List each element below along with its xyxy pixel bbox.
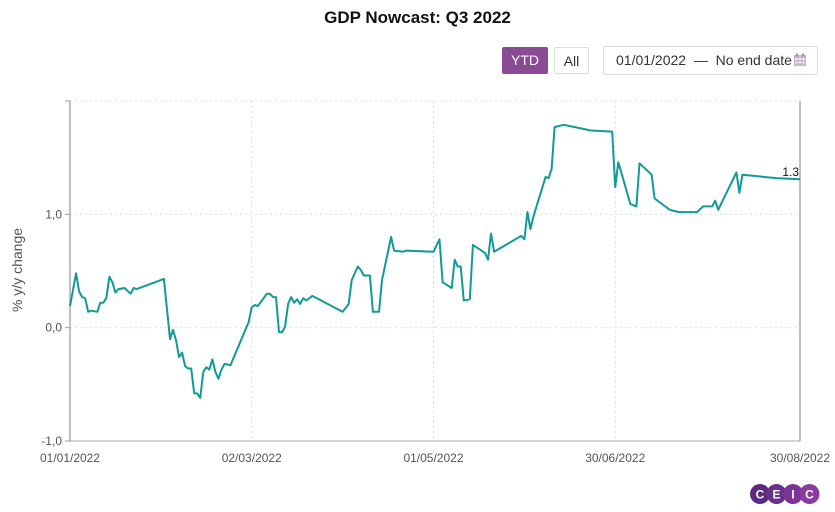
x-tick-label: 30/06/2022 [585,451,645,465]
x-tick-label: 02/03/2022 [222,451,282,465]
logo-circle [766,484,787,504]
ytd-button[interactable]: YTD [502,47,548,74]
calendar-icon[interactable] [793,53,807,67]
logo-letter: C [756,488,765,502]
x-tick-label: 01/05/2022 [403,451,463,465]
date-range-text: 01/01/2022 — No end date [616,52,792,68]
date-range-picker[interactable]: 01/01/2022 — No end date [603,46,818,75]
series-line [69,123,801,399]
last-value-label: 1.3 [782,165,799,179]
x-tick-label: 01/01/2022 [40,451,100,465]
logo-circle [799,484,820,504]
y-tick-label: 1,0 [45,207,62,221]
y-tick-label: 0,0 [45,321,62,335]
logo-circle [750,484,770,504]
logo-letter: E [772,488,780,502]
x-tick-label: 30/08/2022 [770,451,830,465]
logo-circle [783,484,803,504]
logo-letter: I [791,488,794,502]
logo-letter: C [805,488,814,502]
y-tick-label: -1,0 [41,434,62,448]
all-button[interactable]: All [554,47,589,74]
chart-title: GDP Nowcast: Q3 2022 [324,8,511,27]
